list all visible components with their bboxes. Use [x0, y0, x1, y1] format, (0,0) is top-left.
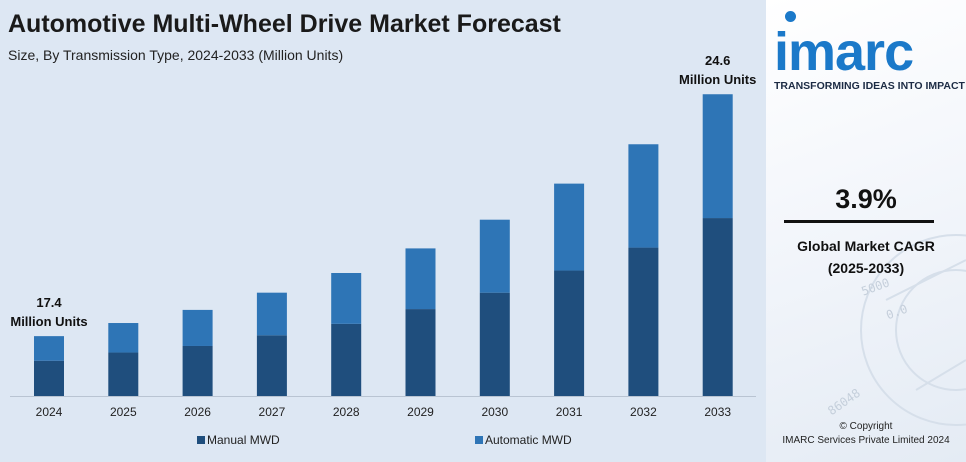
x-tick-label: 2030	[481, 405, 508, 419]
data-label-value: 17.4	[36, 295, 62, 310]
bar-manual-2025	[108, 352, 139, 396]
bar-automatic-2033	[702, 94, 733, 219]
chart-title: Automotive Multi-Wheel Drive Market Fore…	[8, 10, 561, 38]
bar-automatic-2026	[182, 309, 213, 346]
bar-automatic-2028	[331, 273, 362, 324]
x-tick-label: 2026	[184, 405, 211, 419]
bar-manual-2029	[405, 309, 436, 396]
bar-manual-2028	[331, 323, 362, 396]
data-label-unit: Million Units	[10, 314, 87, 329]
x-tick-label: 2029	[407, 405, 434, 419]
bar-automatic-2029	[405, 248, 436, 310]
x-tick-label: 2027	[259, 405, 286, 419]
x-tick-label: 2024	[36, 405, 63, 419]
imarc-logo: imarc TRANSFORMING IDEAS INTO IMPACT	[774, 11, 965, 92]
x-tick-label: 2028	[333, 405, 360, 419]
cagr-label-line2: (2025-2033)	[827, 260, 905, 276]
cagr-divider	[784, 220, 934, 223]
cagr-label: Global Market CAGR (2025-2033)	[766, 235, 966, 279]
chart-panel: Automotive Multi-Wheel Drive Market Fore…	[0, 0, 766, 462]
logo-dot-icon	[785, 11, 796, 22]
x-tick-label: 2025	[110, 405, 137, 419]
x-tick-label: 2031	[556, 405, 583, 419]
background-decoration	[860, 234, 966, 426]
bar-automatic-2030	[479, 219, 510, 293]
copyright-company: IMARC Services Private Limited 2024	[782, 435, 950, 446]
data-label-value: 24.6	[705, 53, 730, 68]
logo-tagline: TRANSFORMING IDEAS INTO IMPACT	[774, 80, 965, 92]
legend-swatch	[475, 436, 483, 444]
legend-label: Manual MWD	[207, 433, 280, 447]
stacked-bar-chart: 2024 2025 2026 2027 2028 2029 2030 2031 2032 2033…	[10, 53, 756, 447]
bar-manual-2030	[479, 292, 510, 396]
bar-automatic-2031	[554, 183, 585, 271]
legend-label: Automatic MWD	[485, 433, 572, 447]
info-panel: 5000 0.0 86048 imarc TRANSFORMING IDEAS …	[766, 0, 966, 462]
data-label-unit: Million Units	[679, 72, 756, 87]
bar-manual-2026	[182, 345, 213, 396]
bar-manual-2033	[702, 218, 733, 396]
legend-swatch	[197, 436, 205, 444]
bar-manual-2032	[628, 247, 659, 396]
bar-manual-2024	[34, 360, 64, 396]
copyright: © Copyright IMARC Services Private Limit…	[766, 420, 966, 448]
bar-manual-2031	[554, 270, 585, 396]
logo-wordmark: imarc	[774, 11, 960, 79]
bar-automatic-2024	[34, 336, 64, 361]
bar-automatic-2032	[628, 144, 659, 248]
x-tick-label: 2033	[704, 405, 731, 419]
bar-automatic-2027	[256, 292, 287, 336]
cagr-value: 3.9%	[835, 184, 897, 214]
x-tick-label: 2032	[630, 405, 657, 419]
cagr-label-line1: Global Market CAGR	[797, 238, 935, 254]
bar-manual-2027	[256, 335, 287, 396]
bar-automatic-2025	[108, 323, 139, 353]
chart-subtitle: Size, By Transmission Type, 2024-2033 (M…	[8, 47, 344, 63]
copyright-line: © Copyright	[839, 421, 893, 432]
